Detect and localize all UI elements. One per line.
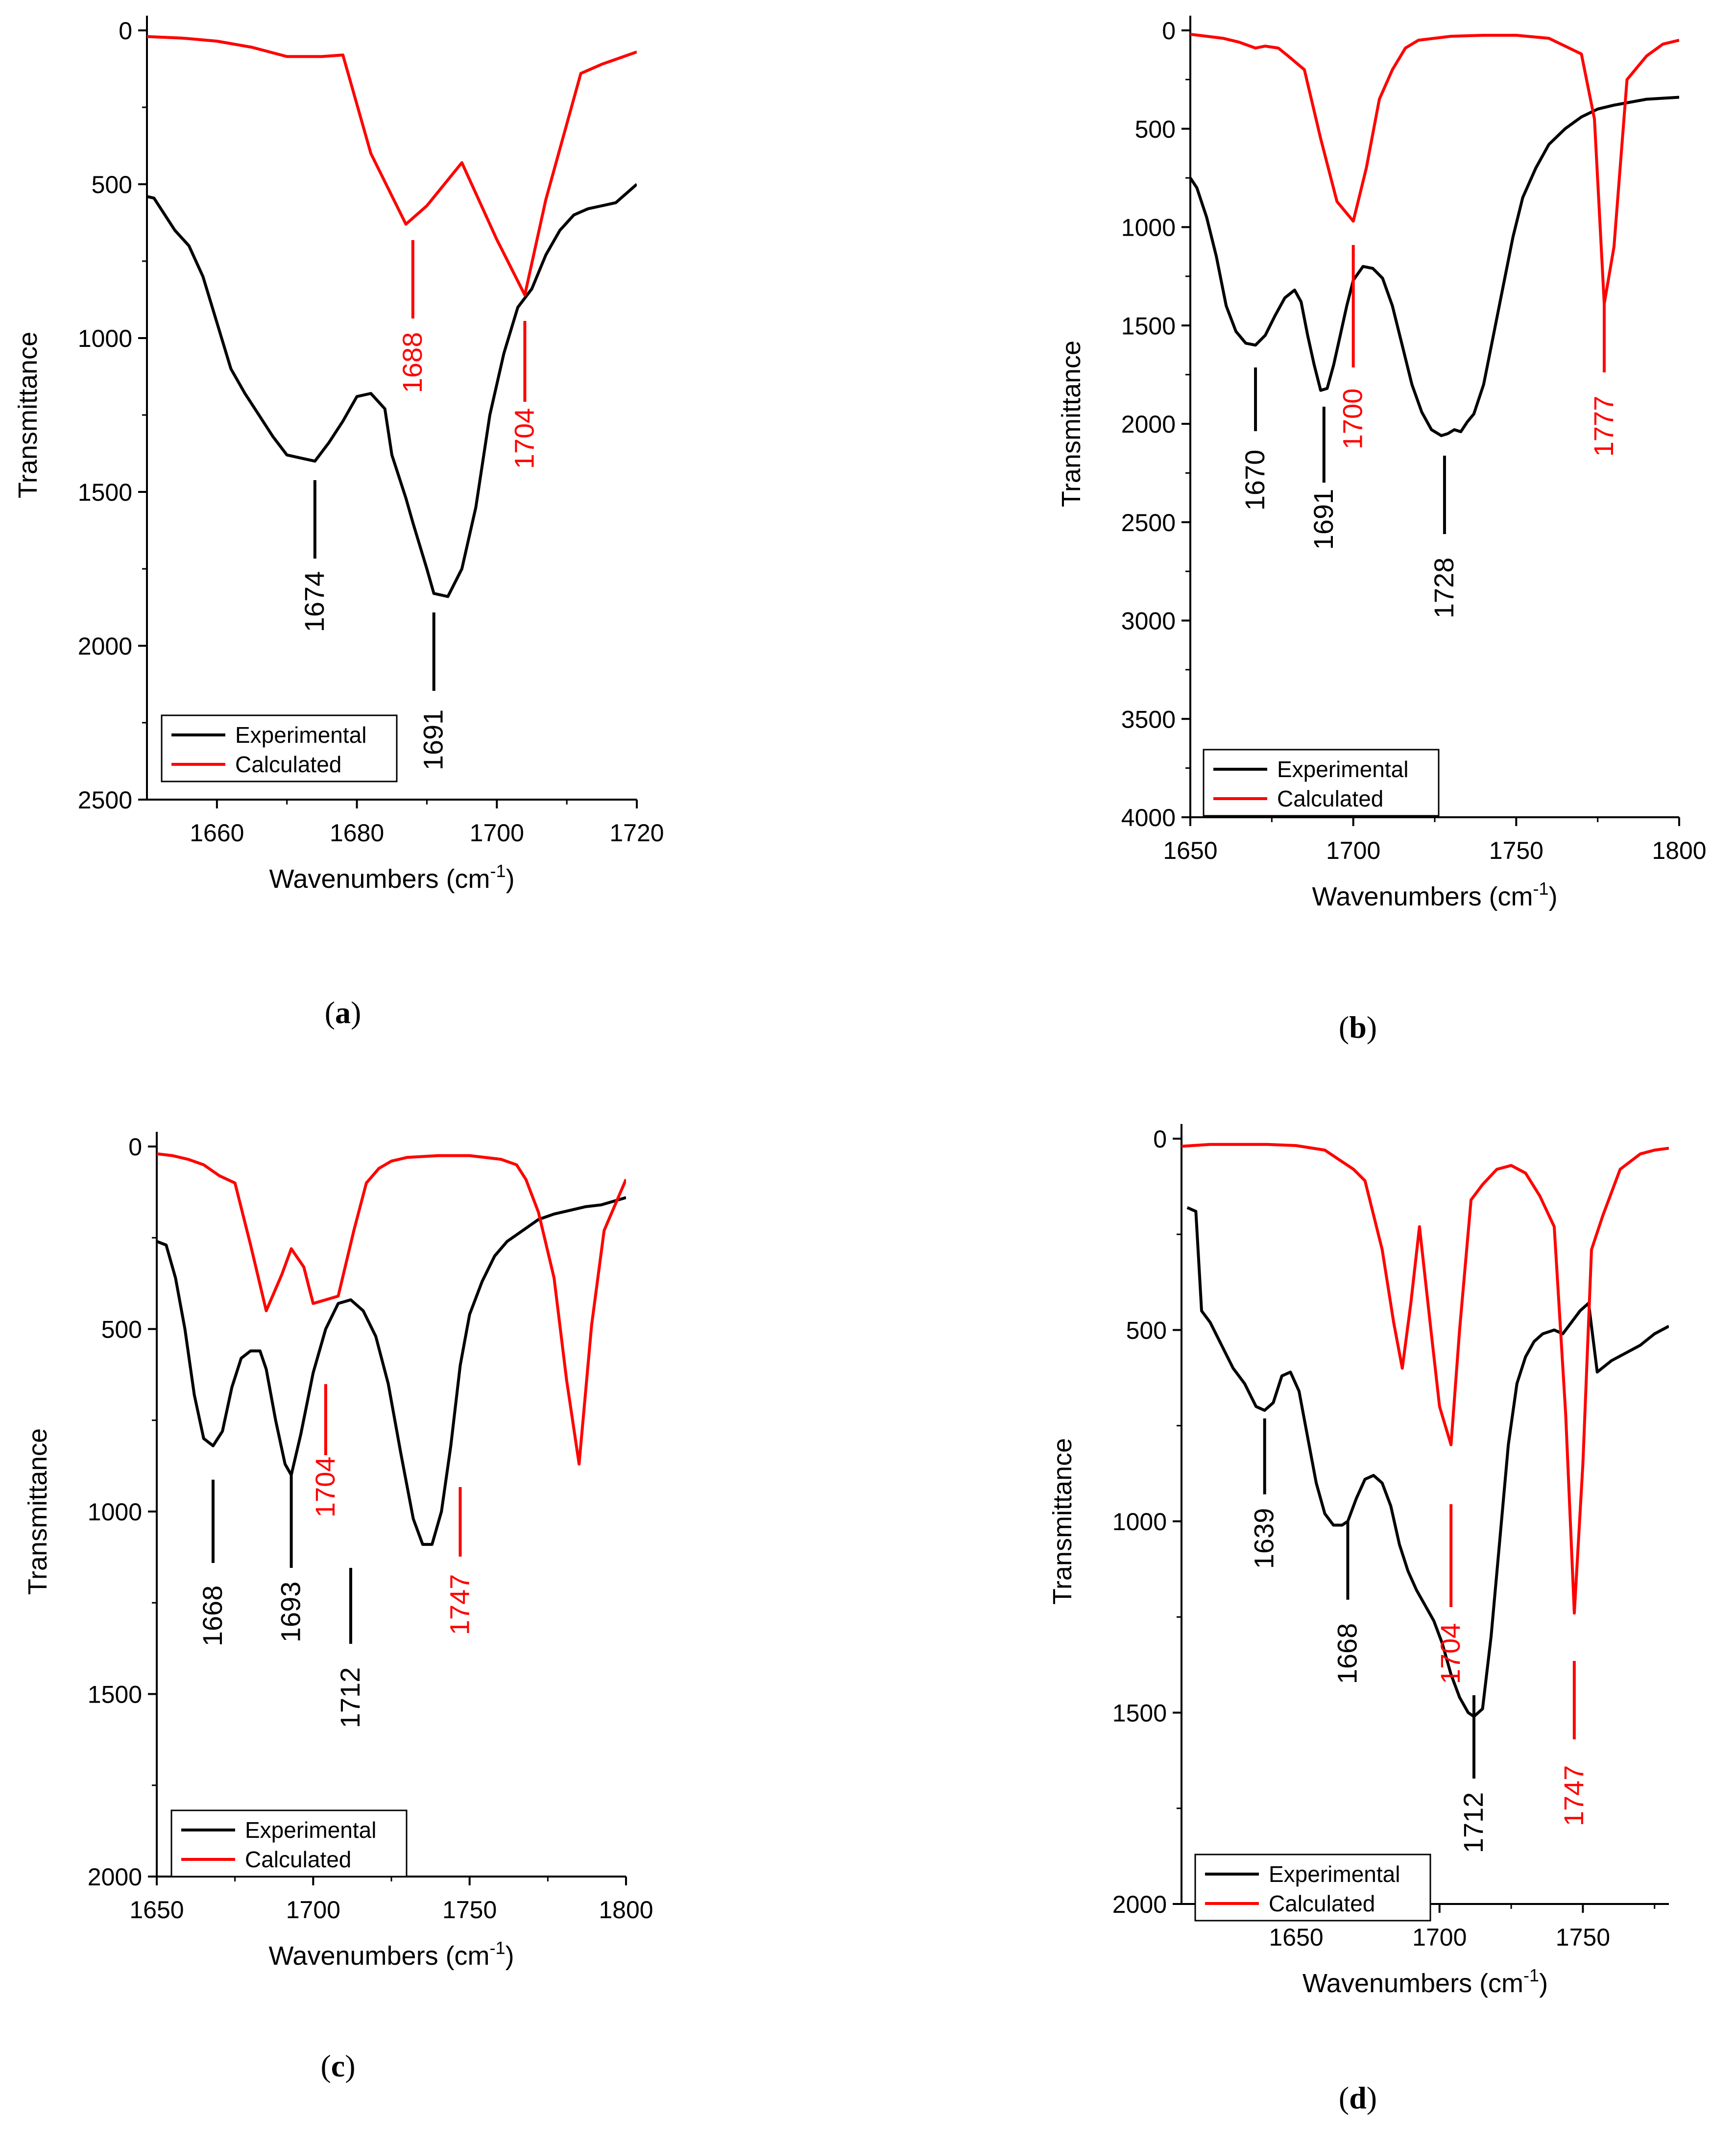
c-annotation-1668-label: 1668	[197, 1586, 228, 1647]
chart-b-svg: 0 500 1000 1500 2000 2500 3000 3500 4000 1650 1700…	[1057, 16, 1707, 911]
d-legend-box	[1194, 1854, 1431, 1922]
b-annotation-1700-label: 1700	[1337, 389, 1368, 450]
a-legend-label-calculated: Calculated	[235, 752, 341, 777]
d-y-tick-label: 0	[1153, 1125, 1167, 1153]
panel-caption-d: (d)	[1338, 2080, 1377, 2115]
panel-caption-b: (b)	[1338, 1010, 1377, 1045]
a-x-axis-title: Wavenumbers (cm-1)	[269, 861, 514, 894]
d-annotation-1712-label: 1712	[1458, 1792, 1489, 1854]
a-x-tick-label: 1660	[190, 819, 244, 847]
chart-panel-d: 0 500 1000 1500 2000 1650 1700 1750 Wavenumbers …	[868, 1073, 1736, 2147]
b-y-tick-label: 1000	[1121, 214, 1176, 242]
panel-caption-c: (c)	[320, 2049, 356, 2083]
d-series-calculated-line	[1181, 1143, 1669, 1615]
b-legend-label-calculated: Calculated	[1277, 786, 1383, 811]
d-x-tick-label: 1650	[1269, 1924, 1324, 1951]
b-x-tick-label: 1700	[1326, 837, 1380, 864]
d-series-experimental-line	[1186, 1206, 1669, 1718]
c-series-experimental-line	[157, 1196, 626, 1546]
b-legend-box	[1203, 749, 1440, 817]
b-annotation-1728-label: 1728	[1428, 558, 1459, 619]
b-y-tick-label: 3000	[1121, 608, 1176, 635]
d-y-tick-label: 2000	[1112, 1891, 1167, 1918]
c-y-tick-label: 1500	[88, 1681, 142, 1708]
d-annotation-1668-label: 1668	[1331, 1623, 1362, 1684]
b-legend-label-experimental: Experimental	[1277, 756, 1408, 782]
d-y-tick-label: 500	[1126, 1317, 1167, 1344]
a-y-tick-label: 1500	[78, 479, 132, 506]
c-x-tick-label: 1800	[599, 1896, 653, 1924]
c-series-calculated-line	[157, 1152, 626, 1466]
c-x-tick-label: 1750	[442, 1896, 497, 1924]
d-x-tick-label: 1700	[1412, 1924, 1467, 1951]
a-y-tick-label: 1000	[78, 325, 132, 352]
b-series-calculated-line	[1190, 33, 1679, 306]
a-series-experimental-line	[147, 183, 637, 598]
panel-caption-a: (a)	[324, 995, 362, 1030]
c-annotation-1712-label: 1712	[335, 1667, 365, 1729]
b-y-tick-label: 1500	[1121, 312, 1176, 340]
c-legend-label-calculated: Calculated	[245, 1847, 351, 1872]
c-y-axis-title: Transmittance	[23, 1428, 52, 1595]
a-series-calculated-line	[147, 35, 637, 297]
a-annotation-1688-label: 1688	[397, 332, 428, 393]
c-annotation-1704-label: 1704	[310, 1457, 340, 1518]
d-annotation-1639-label: 1639	[1249, 1508, 1279, 1569]
c-legend-box	[170, 1809, 408, 1878]
a-y-tick-label: 0	[119, 17, 132, 45]
chart-c-svg: 0 500 1000 1500 2000 1650 1700 1750 1800 Wavenumb…	[23, 1132, 653, 1971]
b-y-tick-label: 3500	[1121, 706, 1176, 733]
chart-d-svg: 0 500 1000 1500 2000 1650 1700 1750 Wavenumbers …	[1048, 1124, 1669, 1998]
c-annotation-1693-label: 1693	[275, 1582, 306, 1643]
a-legend-label-experimental: Experimental	[235, 722, 366, 748]
d-x-tick-label: 1750	[1556, 1924, 1610, 1951]
b-y-tick-label: 0	[1162, 17, 1176, 45]
b-y-tick-label: 2000	[1121, 411, 1176, 438]
c-x-tick-label: 1650	[129, 1896, 184, 1924]
a-x-tick-label: 1720	[609, 819, 664, 847]
a-y-tick-label: 2500	[78, 786, 132, 814]
b-x-axis-title: Wavenumbers (cm-1)	[1312, 878, 1557, 911]
a-y-axis-title: Transmittance	[13, 332, 43, 498]
b-y-tick-label: 2500	[1121, 509, 1176, 537]
d-x-axis-title: Wavenumbers (cm-1)	[1302, 1965, 1548, 1998]
chart-panel-b: 0 500 1000 1500 2000 2500 3000 3500 4000 1650 1700…	[868, 0, 1736, 1073]
chart-a-svg: 0 500 1000 1500 2000 2500 1660 1680 1700 1720 Wave…	[13, 16, 664, 894]
b-x-tick-label: 1750	[1489, 837, 1543, 864]
d-annotation-1704-label: 1704	[1435, 1623, 1466, 1684]
a-annotation-1691-label: 1691	[418, 709, 449, 771]
d-y-tick-label: 1000	[1112, 1508, 1167, 1536]
c-x-tick-label: 1700	[286, 1896, 340, 1924]
a-x-tick-label: 1680	[330, 819, 384, 847]
b-x-tick-label: 1800	[1652, 837, 1706, 864]
d-y-axis-title: Transmittance	[1048, 1438, 1077, 1605]
d-legend-label-calculated: Calculated	[1269, 1891, 1375, 1916]
a-annotation-1704-label: 1704	[508, 408, 539, 469]
b-annotation-1777-label: 1777	[1588, 396, 1619, 457]
c-y-tick-label: 500	[101, 1316, 142, 1343]
chart-panel-c: 0 500 1000 1500 2000 1650 1700 1750 1800 Wavenumb…	[0, 1073, 868, 2147]
b-annotation-1691-label: 1691	[1308, 489, 1339, 550]
b-series-experimental-line	[1190, 96, 1679, 438]
a-y-tick-label: 500	[92, 171, 132, 198]
c-y-tick-label: 1000	[88, 1498, 142, 1526]
b-x-tick-label: 1650	[1163, 837, 1217, 864]
b-y-tick-label: 500	[1135, 116, 1176, 143]
a-annotation-1674-label: 1674	[299, 571, 330, 633]
c-annotation-1747-label: 1747	[444, 1574, 475, 1635]
a-x-tick-label: 1700	[470, 819, 524, 847]
c-legend-label-experimental: Experimental	[245, 1817, 376, 1843]
c-x-axis-title: Wavenumbers (cm-1)	[268, 1938, 514, 1971]
d-annotation-1747-label: 1747	[1558, 1765, 1589, 1827]
d-y-tick-label: 1500	[1112, 1700, 1167, 1727]
b-y-tick-label: 4000	[1121, 804, 1176, 831]
chart-panel-a: 0 500 1000 1500 2000 2500 1660 1680 1700 1720 Wave…	[0, 0, 868, 1073]
b-y-axis-title: Transmittance	[1057, 341, 1086, 507]
a-y-tick-label: 2000	[78, 633, 132, 660]
c-y-tick-label: 2000	[88, 1863, 142, 1891]
b-annotation-1670-label: 1670	[1239, 450, 1270, 511]
a-legend-box	[161, 714, 398, 782]
c-y-tick-label: 0	[128, 1133, 142, 1161]
d-legend-label-experimental: Experimental	[1269, 1861, 1400, 1887]
